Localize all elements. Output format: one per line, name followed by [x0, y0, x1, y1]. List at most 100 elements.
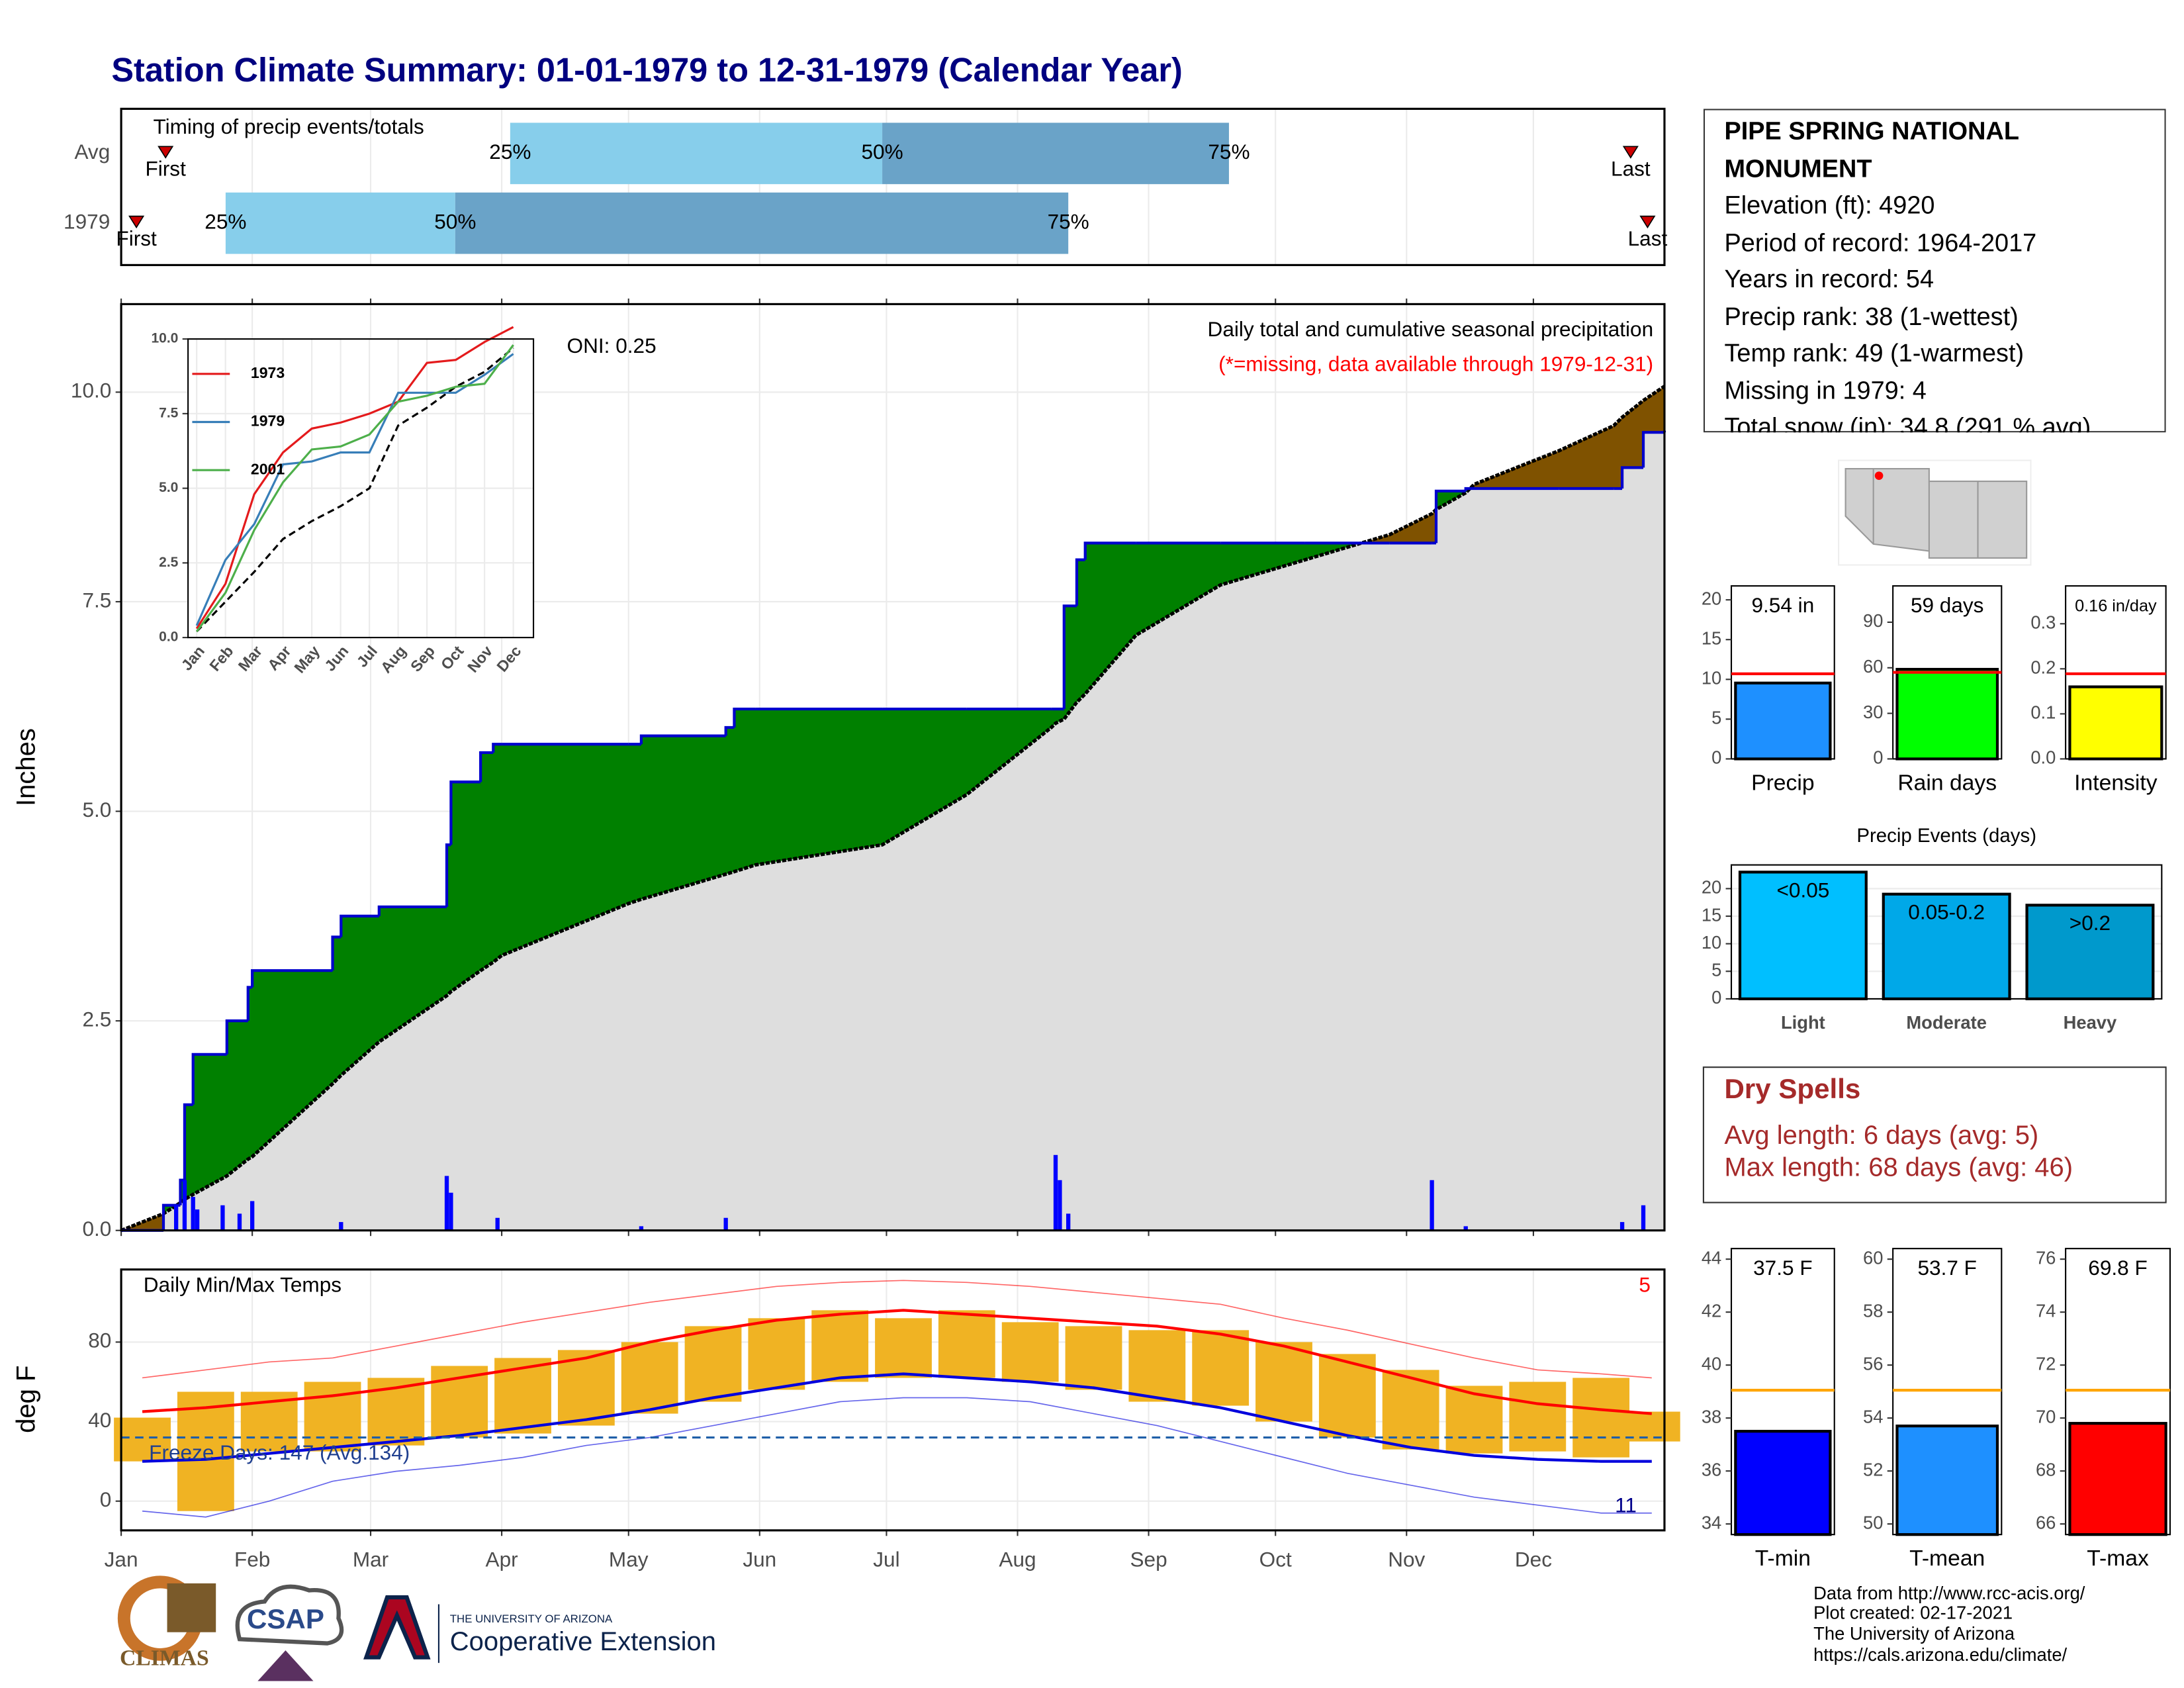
temp-range-bar: [811, 1310, 869, 1382]
inset-line: [195, 326, 514, 630]
record-highs: 5: [1639, 1272, 1651, 1296]
y-tick-label: 5: [1711, 708, 1721, 728]
dry-spell-line: Avg length: 6 days (avg: 5): [1724, 1121, 2038, 1150]
dry-spell-line: Max length: 68 days (avg: 46): [1724, 1153, 2073, 1182]
daily-precip-bar: [444, 1176, 449, 1231]
value-label: 69.8 F: [2088, 1256, 2147, 1280]
y-tick-label: 10.0: [71, 379, 111, 402]
daily-precip-bar: [220, 1205, 225, 1231]
events-title: Precip Events (days): [1856, 825, 2036, 847]
daily-precip-bar: [1066, 1213, 1071, 1231]
legend-label: 2001: [251, 460, 285, 477]
observed-step: [340, 914, 379, 937]
timing-bar-late: [455, 192, 1069, 254]
y-tick-label: 66: [2036, 1512, 2056, 1532]
percent-label: 50%: [861, 140, 903, 164]
daily-precip-bar: [195, 1209, 200, 1231]
legend-label: 1973: [251, 364, 285, 381]
timing-frame: [120, 107, 1666, 266]
page-title: Station Climate Summary: 01-01-1979 to 1…: [111, 51, 1182, 89]
daily-precip-bar: [1463, 1226, 1468, 1231]
y-tick-label: 42: [1702, 1300, 1721, 1321]
x-tick-label: Mar: [353, 1548, 388, 1571]
y-tick-label: 2.5: [159, 555, 179, 570]
map-borders: [1872, 469, 1979, 558]
y-tick-label: 5.0: [159, 480, 178, 495]
oni-label: ONI: 0.25: [567, 334, 657, 357]
observed-step: [492, 743, 502, 753]
temp-range-bar: [748, 1318, 805, 1390]
mini-bar: [2068, 1422, 2167, 1536]
y-tick-label: 0.0: [2030, 747, 2056, 768]
mini-category: Precip: [1751, 771, 1814, 795]
y-tick-label: 20: [1702, 877, 1721, 898]
temp-range-bar: [621, 1342, 678, 1414]
x-tick-label: Jul: [873, 1548, 899, 1571]
value-label: 59 days: [1911, 593, 1984, 617]
station-name: PIPE SPRING NATIONAL MONUMENT: [1724, 117, 2019, 183]
daily-precip-bar: [723, 1217, 728, 1231]
y-tick-label: 68: [2036, 1459, 2056, 1479]
dry-spell-box: [1702, 1066, 2167, 1203]
timing-marker: [1622, 146, 1639, 159]
y-tick-label: 44: [1702, 1247, 1721, 1268]
timing-title: Timing of precip events/totals: [154, 115, 424, 138]
footer-line: The University of Arizona: [1813, 1623, 2015, 1644]
temp-range-bar: [557, 1350, 615, 1426]
y-tick-label: 5.0: [82, 798, 111, 821]
csap-cloud: [235, 1584, 344, 1646]
y-tick-label: 0: [1873, 747, 1883, 768]
y-tick-label: 36: [1702, 1459, 1721, 1479]
station-line: Period of record: 1964-2017: [1724, 228, 2037, 256]
y-tick-label: 0: [1711, 747, 1721, 768]
climas-text: CLIMAS: [120, 1646, 209, 1671]
observed-step: [331, 935, 341, 971]
y-tick-label: 38: [1702, 1406, 1721, 1427]
y-tick-label: 15: [1702, 904, 1721, 925]
station-line: Total snow (in): 34.8 (291 % avg): [1724, 412, 2091, 433]
observed-step: [639, 734, 726, 745]
timing-bar-late: [882, 122, 1229, 185]
observed-step: [1620, 466, 1644, 489]
x-tick-label: Nov: [1388, 1548, 1425, 1571]
y-tick-label: 10: [1702, 932, 1721, 953]
normal-line: [120, 385, 1666, 1233]
y-tick-label: 0.2: [2030, 657, 2056, 678]
y-tick-label: 0: [100, 1487, 112, 1511]
dry-spell-title: Dry Spells: [1724, 1073, 1860, 1104]
daily-precip-bar: [1641, 1205, 1646, 1231]
y-tick-label: 7.5: [82, 588, 111, 612]
mini-category: Intensity: [2074, 771, 2158, 795]
observed-step: [377, 905, 447, 916]
inset-frame: [187, 338, 535, 639]
temp-frame: [120, 1268, 1666, 1532]
y-tick-label: 58: [1863, 1300, 1883, 1321]
percent-label: 75%: [1208, 140, 1250, 164]
y-tick-label: 60: [1863, 656, 1883, 677]
station-line: Temp rank: 49 (1-warmest): [1724, 339, 2025, 367]
station-dot: [1874, 471, 1884, 480]
bin-label: <0.05: [1776, 878, 1829, 902]
y-tick-label: 80: [88, 1329, 111, 1352]
events-frame: [1730, 864, 2163, 1000]
y-tick-label: 10.0: [151, 331, 178, 346]
csap-mountain: [257, 1650, 314, 1681]
daily-precip-bar: [1619, 1222, 1625, 1231]
timing-bar-early: [225, 192, 455, 254]
logos: CLIMAS CSAP THE UNIVERSITY OF ARIZONA Co…: [117, 1575, 716, 1681]
y-tick-label: 76: [2036, 1247, 2056, 1268]
y-tick-label: 60: [1863, 1247, 1883, 1268]
daily-precip-bar: [449, 1192, 453, 1231]
observed-step: [724, 726, 735, 736]
temp-range-bar: [114, 1417, 171, 1462]
value-label: 37.5 F: [1753, 1256, 1812, 1280]
temp-range-bar: [684, 1326, 742, 1402]
percent-label: 25%: [489, 140, 531, 164]
station-box: PIPE SPRING NATIONAL MONUMENT Elevation …: [1703, 109, 2166, 433]
locator-map: [1838, 459, 2032, 566]
observed-step: [1062, 604, 1077, 710]
record-max-line: [142, 1280, 1652, 1379]
freeze-label: Freeze Days: 147 (Avg.134): [149, 1440, 410, 1464]
footer-line: Data from http://www.rcc-acis.org/: [1813, 1583, 2085, 1603]
